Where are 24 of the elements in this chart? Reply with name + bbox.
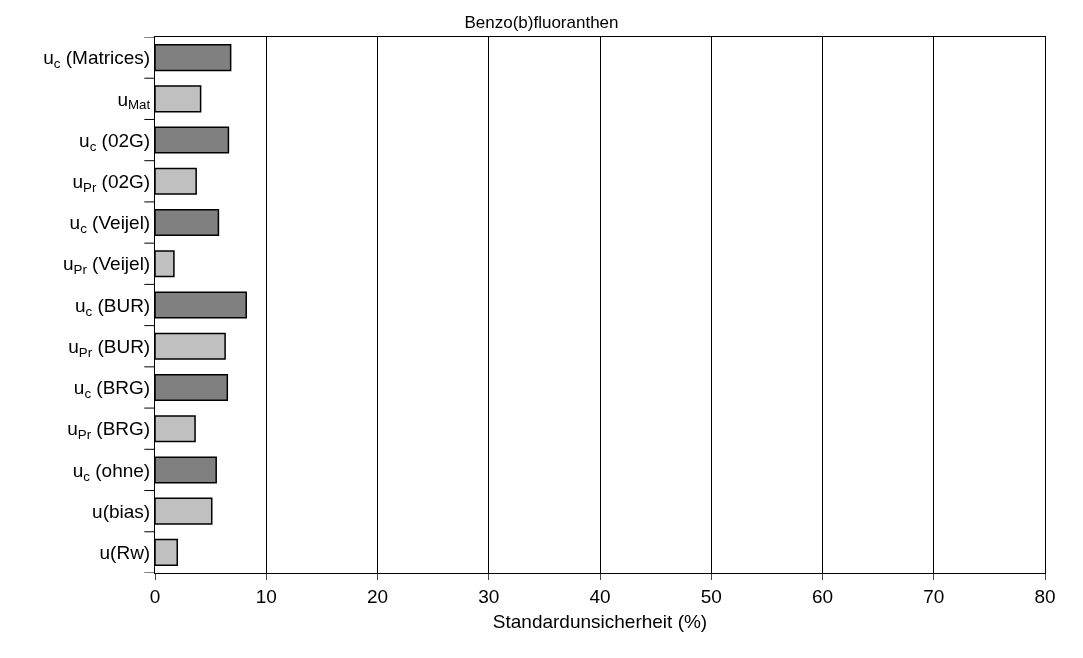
x-tick-label: 50	[700, 585, 722, 607]
x-tick-label: 70	[923, 585, 945, 607]
x-tick-label: 80	[1034, 585, 1056, 607]
y-tick-label: u$_{c}$ (ohne)	[72, 459, 151, 484]
x-tick-label: 10	[255, 585, 277, 607]
x-tick-label: 20	[366, 585, 389, 607]
x-tick-label: 30	[478, 585, 500, 607]
x-tick-label: 60	[811, 585, 834, 607]
y-tick-label: u(bias)	[92, 500, 151, 522]
y-tick-label: u$_{c}$ (BUR)	[74, 294, 151, 319]
y-tick-label: u$_{c}$ (BRG)	[73, 377, 151, 402]
y-tick-label: u(Rw)	[99, 542, 151, 564]
y-tick-label: u$_{Pr}$ (02G)	[72, 170, 151, 195]
y-tick-label: u$_{c}$ (Matrices)	[43, 47, 151, 72]
y-tick-label: u$_{c}$ (02G)	[79, 129, 151, 154]
x-tick-label: 0	[149, 585, 161, 607]
x-tick-label: 40	[589, 585, 611, 607]
y-tick-label: u$_{Mat}$	[117, 88, 151, 113]
y-tick-label: u$_{Pr}$ (Veijel)	[62, 253, 151, 278]
x-axis-title: Standardunsicherheit (%)	[492, 610, 708, 632]
y-tick-label: u$_{c}$ (Veijel)	[69, 212, 151, 237]
y-tick-label: u$_{Pr}$ (BRG)	[67, 418, 151, 443]
y-tick-label: u$_{Pr}$ (BUR)	[68, 335, 151, 360]
chart-title: Benzo(b)fluoranthen	[464, 13, 619, 33]
